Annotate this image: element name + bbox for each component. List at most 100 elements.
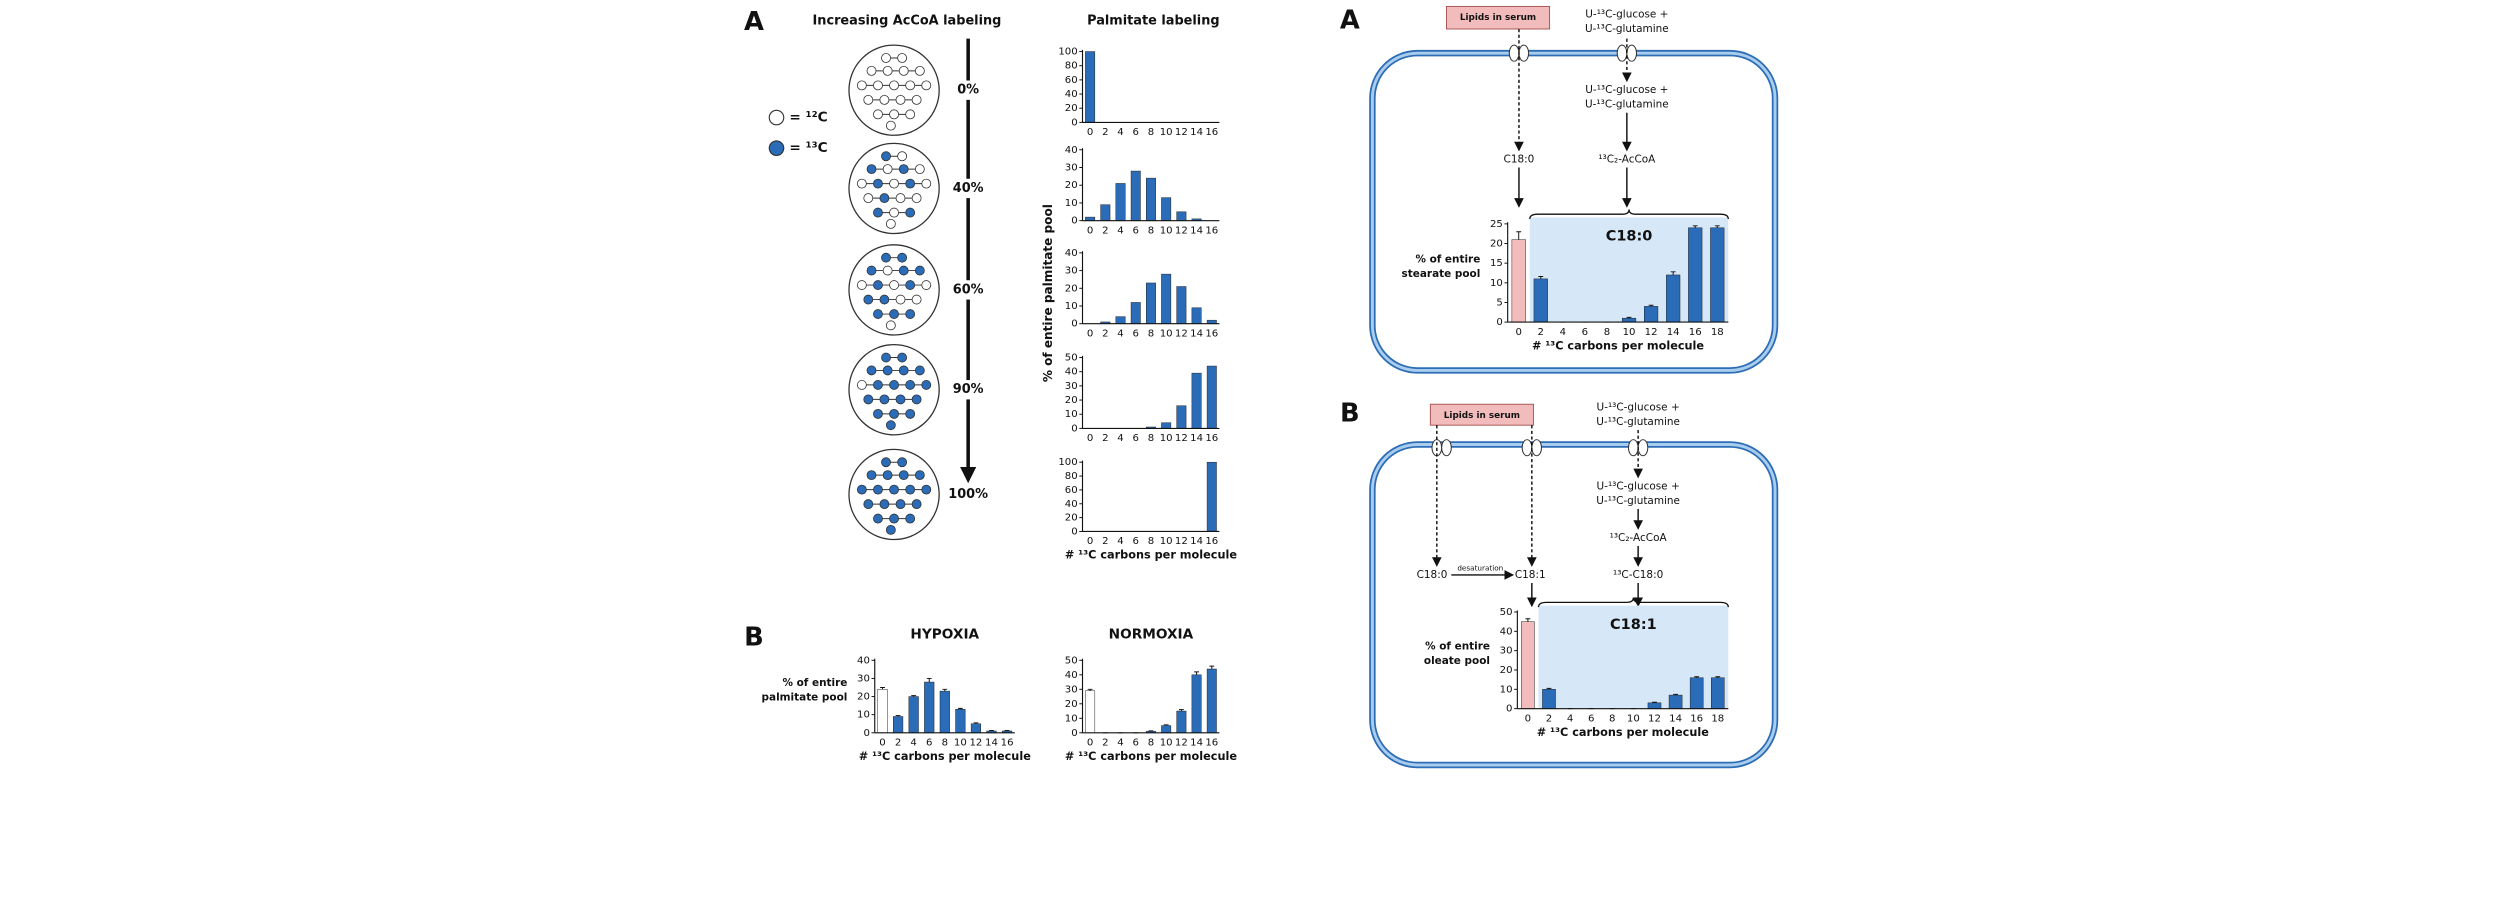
substrate-label: U-¹³C-glutamine: [1585, 23, 1669, 35]
x-tick-label: 0: [1087, 328, 1093, 339]
bar: [1085, 690, 1096, 734]
transporter: [1508, 44, 1520, 62]
carbon: [873, 513, 883, 524]
carbon: [905, 80, 916, 91]
y-tick-label: 40: [857, 655, 870, 666]
y-tick-label: 0: [1496, 317, 1502, 328]
panel-label: B: [744, 622, 764, 652]
brace: [1537, 597, 1729, 608]
y-tick-label: 10: [1065, 301, 1078, 312]
y-tick-label: 30: [1065, 381, 1078, 392]
substrate-label: U-¹³C-glucose +: [1597, 401, 1680, 413]
bar: [1206, 668, 1217, 734]
y-tick-label: 0: [1071, 423, 1077, 434]
panel-title: Increasing AcCoA labeling: [813, 13, 1002, 28]
x-tick-label: 18: [1711, 713, 1724, 724]
error-bar: [880, 687, 885, 690]
x-tick-label: 2: [1102, 536, 1108, 547]
bar: [1161, 197, 1172, 221]
carbon: [911, 394, 922, 405]
x-tick-label: 16: [1205, 433, 1218, 444]
carbon: [911, 94, 922, 105]
carbon: [866, 470, 877, 481]
transporter: [1521, 439, 1533, 457]
y-tick-label: 30: [1065, 162, 1078, 173]
x-tick-label: 16: [1689, 327, 1702, 338]
carbon: [895, 193, 906, 204]
cell-membrane: [1370, 51, 1777, 372]
bar: [1668, 694, 1683, 709]
carbon: [881, 53, 891, 63]
x-axis-label: # ¹³C carbons per molecule: [1537, 726, 1709, 739]
error-bar: [942, 688, 948, 692]
bar: [1542, 689, 1556, 709]
x-tick-label: 14: [1190, 127, 1203, 138]
error-bar: [1194, 671, 1199, 675]
carbon: [863, 294, 874, 305]
annotation: C18:0: [1606, 229, 1653, 245]
carbon: [873, 380, 883, 390]
x-tick-label: 2: [1102, 433, 1108, 444]
bar: [939, 690, 950, 734]
bar: [1115, 183, 1126, 221]
carbon: [921, 280, 932, 290]
x-tick-label: 4: [1117, 225, 1123, 236]
metabolite-label: ¹³C₂-AcCoA: [1610, 532, 1668, 544]
carbon: [879, 499, 890, 510]
y-tick-label: 20: [1065, 283, 1078, 294]
carbon: [905, 309, 916, 319]
y-tick-label: 0: [1071, 117, 1077, 128]
x-axis-label: # ¹³C carbons per molecule: [1065, 549, 1237, 562]
carbon: [882, 470, 893, 481]
x-tick-label: 14: [1669, 713, 1682, 724]
x-axis-label: # ¹³C carbons per molecule: [1532, 339, 1704, 352]
y-tick-label: 60: [1065, 75, 1078, 86]
level-label: 100%: [948, 487, 988, 502]
bar: [970, 723, 982, 734]
transporter: [1531, 439, 1542, 457]
y-tick-label: 20: [1490, 239, 1503, 250]
carbon: [889, 280, 899, 290]
legend-label: = ¹³C: [789, 140, 827, 156]
chart-title: HYPOXIA: [910, 627, 979, 643]
bar: [1130, 170, 1141, 221]
carbon: [905, 380, 916, 390]
lipids-box: [1429, 403, 1534, 426]
bar: [1130, 302, 1141, 324]
x-tick-label: 0: [879, 737, 885, 748]
carbon: [889, 513, 899, 524]
carbon: [897, 457, 908, 468]
carbon: [879, 394, 890, 405]
y-axis-label: % of entire palmitate pool: [1041, 204, 1055, 382]
x-tick-label: 6: [1588, 713, 1594, 724]
carbon: [856, 484, 867, 495]
x-tick-label: 8: [1148, 127, 1154, 138]
carbon: [873, 280, 883, 290]
y-tick-label: 5: [1496, 297, 1502, 308]
error-bar: [1538, 276, 1544, 279]
carbon: [898, 164, 909, 175]
x-tick-label: 10: [954, 737, 967, 748]
y-tick-label: 10: [1065, 713, 1078, 724]
y-tick-label: 40: [1065, 145, 1078, 156]
x-tick-label: 14: [1190, 328, 1203, 339]
x-tick-label: 16: [1205, 127, 1218, 138]
carbon: [882, 365, 893, 376]
carbon: [905, 178, 916, 189]
error-bar: [957, 707, 963, 710]
x-tick-label: 6: [1133, 536, 1139, 547]
carbon: [889, 207, 899, 218]
y-tick-label: 30: [1065, 684, 1078, 695]
x-tick-label: 12: [1175, 127, 1188, 138]
carbon: [889, 380, 899, 390]
carbon: [889, 80, 899, 91]
y-tick-label: 0: [863, 728, 869, 739]
carbon: [921, 484, 932, 495]
transporter: [1637, 439, 1649, 457]
carbon: [873, 484, 883, 495]
carbon: [905, 408, 916, 419]
substrate-label: U-¹³C-glucose +: [1585, 84, 1668, 96]
bar: [908, 696, 919, 734]
bar: [1176, 405, 1187, 429]
carbon: [914, 164, 925, 175]
